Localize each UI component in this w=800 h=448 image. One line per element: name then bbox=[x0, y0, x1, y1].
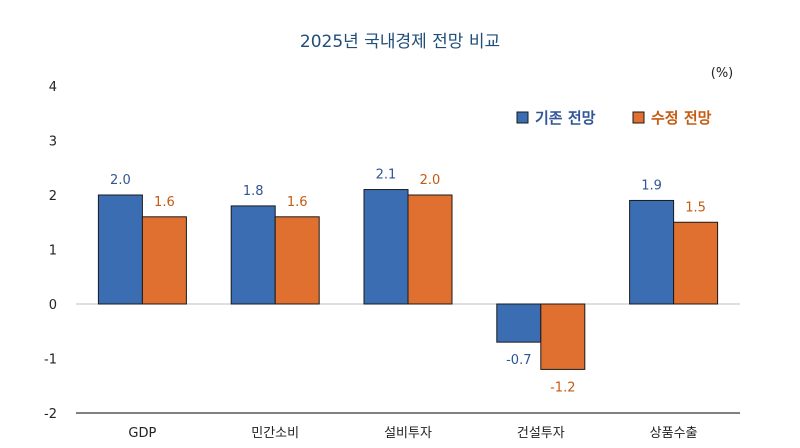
chart-title: 2025년 국내경제 전망 비교 bbox=[300, 32, 500, 52]
data-label: -0.7 bbox=[506, 353, 531, 368]
legend: 기존 전망 수정 전망 bbox=[516, 109, 712, 127]
data-label: 1.9 bbox=[641, 178, 662, 193]
bar-existing bbox=[97, 194, 143, 305]
y-tick-label: 3 bbox=[49, 135, 57, 150]
unit-label: (%) bbox=[711, 66, 734, 81]
y-tick-label: 2 bbox=[49, 189, 57, 204]
data-label: 1.6 bbox=[154, 195, 175, 210]
bar-existing bbox=[363, 189, 409, 305]
legend-swatch bbox=[516, 111, 529, 124]
data-label: 1.5 bbox=[685, 200, 706, 215]
legend-label: 기존 전망 bbox=[535, 109, 596, 127]
y-tick-label: 1 bbox=[49, 244, 57, 259]
y-axis: -2 -1 0 1 2 3 4 bbox=[44, 80, 57, 422]
bar-revised bbox=[141, 216, 187, 305]
x-category-label: 설비투자 bbox=[384, 426, 432, 441]
x-axis: GDP 민간소비 설비투자 건설투자 상품수출 bbox=[128, 426, 697, 441]
bar-existing bbox=[496, 303, 542, 343]
legend-label: 수정 전망 bbox=[651, 109, 712, 127]
data-labels: 2.0 1.6 1.8 1.6 2.1 2.0 -0.7 -1.2 1.9 1.5 bbox=[110, 168, 706, 396]
data-label: -1.2 bbox=[550, 380, 575, 395]
bar-existing bbox=[629, 199, 675, 305]
data-label: 2.0 bbox=[110, 173, 131, 188]
x-category-label: GDP bbox=[128, 426, 156, 441]
bar-revised bbox=[407, 194, 453, 305]
data-label: 2.1 bbox=[376, 168, 397, 183]
data-label: 2.0 bbox=[420, 173, 441, 188]
legend-swatch bbox=[632, 111, 645, 124]
bar-revised bbox=[673, 221, 719, 305]
x-category-label: 민간소비 bbox=[251, 426, 299, 441]
x-category-label: 상품수출 bbox=[650, 426, 698, 441]
data-label: 1.8 bbox=[243, 184, 264, 199]
y-tick-label: 4 bbox=[49, 80, 57, 95]
x-category-label: 건설투자 bbox=[517, 426, 565, 441]
y-tick-label: -1 bbox=[44, 353, 57, 368]
bar-revised bbox=[540, 303, 586, 370]
bar-revised bbox=[274, 216, 320, 305]
data-label: 1.6 bbox=[287, 195, 308, 210]
bars bbox=[97, 189, 719, 370]
y-tick-label: -2 bbox=[44, 407, 57, 422]
bar-existing bbox=[230, 205, 276, 305]
y-tick-label: 0 bbox=[49, 298, 57, 313]
